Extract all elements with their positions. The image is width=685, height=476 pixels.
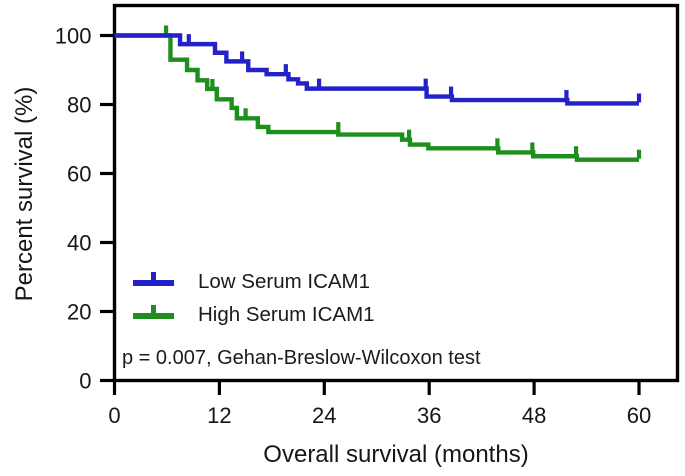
x-tick-label: 48 xyxy=(522,403,546,428)
legend-label: High Serum ICAM1 xyxy=(198,303,375,327)
censor-tick-icon xyxy=(151,304,156,314)
legend: Low Serum ICAM1 High Serum ICAM1 xyxy=(133,266,375,332)
p-value-annotation: p = 0.007, Gehan-Breslow-Wilcoxon test xyxy=(122,347,481,369)
legend-line-marker-icon xyxy=(133,304,174,319)
survival-curve-low-serum-icam1 xyxy=(114,33,639,106)
legend-label: Low Serum ICAM1 xyxy=(198,270,371,294)
x-tick-label: 12 xyxy=(207,403,231,428)
y-axis-title: Percent survival (%) xyxy=(11,86,38,302)
x-tick-label: 36 xyxy=(417,403,441,428)
y-tick-label: 60 xyxy=(67,162,91,187)
y-tick-label: 0 xyxy=(79,369,91,394)
censor-tick-icon xyxy=(151,271,156,281)
y-tick-label: 20 xyxy=(67,300,91,325)
y-tick-label: 40 xyxy=(67,231,91,256)
legend-row-high-serum-icam1: High Serum ICAM1 xyxy=(133,299,375,332)
y-tick-label: 80 xyxy=(67,93,91,118)
x-axis-title: Overall survival (months) xyxy=(263,441,529,468)
survival-curve-high-serum-icam1 xyxy=(114,33,639,162)
plot-frame xyxy=(112,3,680,383)
legend-row-low-serum-icam1: Low Serum ICAM1 xyxy=(133,266,375,299)
y-tick-label: 100 xyxy=(55,24,92,49)
x-tick-label: 0 xyxy=(108,403,120,428)
legend-line-marker-icon xyxy=(133,271,174,286)
x-tick-label: 24 xyxy=(312,403,336,428)
x-tick-label: 60 xyxy=(627,403,651,428)
